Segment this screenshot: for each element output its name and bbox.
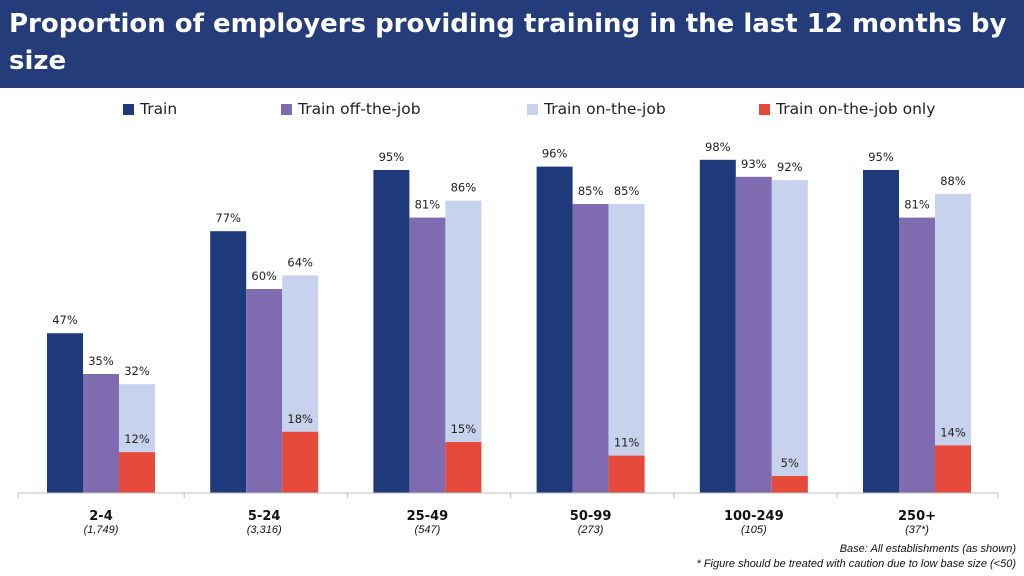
data-label-train-on-the-job-only-25-49: 15% xyxy=(451,422,477,436)
legend-item-train: Train xyxy=(123,100,177,118)
category-base-50-99: (273) xyxy=(578,524,604,536)
data-label-train-on-the-job-only-2-4: 12% xyxy=(124,432,150,446)
data-label-train-250: 95% xyxy=(868,150,894,164)
bar-train-off-the-job-50-99 xyxy=(572,204,609,493)
data-label-train-off-the-job-5-24: 60% xyxy=(251,269,277,283)
legend-swatch-off-the-job xyxy=(281,103,292,115)
bar-train-on-the-job-only-50-99 xyxy=(608,455,645,493)
legend-label-on-the-job-only: Train on-the-job only xyxy=(776,100,936,118)
data-label-train-off-the-job-25-49: 81% xyxy=(415,198,441,212)
data-label-train-off-the-job-250: 81% xyxy=(904,198,930,212)
bar-train-on-the-job-only-5-24 xyxy=(282,431,319,493)
bar-train-100-249 xyxy=(699,159,736,494)
legend-label-on-the-job: Train on-the-job xyxy=(544,100,666,118)
data-label-train-on-the-job-only-50-99: 11% xyxy=(614,436,640,450)
category-base-2-4: (1,749) xyxy=(84,524,119,536)
legend-swatch-on-the-job xyxy=(527,103,538,115)
legend-item-on-the-job: Train on-the-job xyxy=(527,100,666,118)
category-label-50-99: 50-99 xyxy=(570,509,612,524)
legend-swatch-train xyxy=(123,103,134,115)
footnote-base: Base: All establishments (as shown) xyxy=(839,543,1016,555)
bar-train-50-99 xyxy=(536,166,573,493)
category-base-250: (37*) xyxy=(905,524,929,536)
legend: Train Train off-the-job Train on-the-job… xyxy=(0,100,1024,124)
bar-train-on-the-job-100-249 xyxy=(771,180,808,493)
category-label-2-4: 2-4 xyxy=(89,509,113,524)
category-base-100-249: (105) xyxy=(741,524,767,536)
bar-train-on-the-job-250 xyxy=(935,193,971,494)
data-label-train-25-49: 95% xyxy=(379,150,405,164)
category-label-25-49: 25-49 xyxy=(407,509,449,524)
data-label-train-off-the-job-50-99: 85% xyxy=(578,184,604,198)
data-label-train-on-the-job-5-24: 64% xyxy=(287,255,313,269)
legend-label-off-the-job: Train off-the-job xyxy=(298,100,421,118)
bar-train-off-the-job-25-49 xyxy=(409,217,446,493)
bar-train-2-4 xyxy=(47,333,83,493)
data-label-train-5-24: 77% xyxy=(215,211,241,225)
bar-train-on-the-job-only-2-4 xyxy=(119,452,155,493)
title-banner: Proportion of employers providing traini… xyxy=(0,0,1024,88)
legend-swatch-on-the-job-only xyxy=(759,103,770,115)
data-label-train-on-the-job-only-250: 14% xyxy=(940,425,966,439)
data-label-train-50-99: 96% xyxy=(542,147,568,161)
bar-train-on-the-job-only-250 xyxy=(935,445,971,493)
bar-train-250 xyxy=(863,170,899,493)
footnote-caution: * Figure should be treated with caution … xyxy=(696,558,1017,570)
data-label-train-on-the-job-100-249: 92% xyxy=(777,160,803,174)
bar-train-on-the-job-only-100-249 xyxy=(771,476,808,493)
category-base-25-49: (547) xyxy=(415,524,441,536)
bar-train-25-49 xyxy=(373,170,410,493)
chart-title: Proportion of employers providing traini… xyxy=(9,9,1007,76)
bar-train-on-the-job-50-99 xyxy=(608,204,645,493)
category-label-5-24: 5-24 xyxy=(248,509,281,524)
data-label-train-off-the-job-100-249: 93% xyxy=(741,157,767,171)
legend-item-off-the-job: Train off-the-job xyxy=(281,100,421,118)
category-label-250: 250+ xyxy=(898,509,936,524)
data-label-train-on-the-job-only-100-249: 5% xyxy=(781,456,799,470)
data-label-train-on-the-job-only-5-24: 18% xyxy=(287,412,313,426)
bar-train-on-the-job-only-25-49 xyxy=(445,442,482,493)
category-base-5-24: (3,316) xyxy=(247,524,282,536)
data-label-train-on-the-job-25-49: 86% xyxy=(451,181,477,195)
bar-train-off-the-job-5-24 xyxy=(246,289,283,493)
legend-item-on-the-job-only: Train on-the-job only xyxy=(759,100,935,118)
data-label-train-2-4: 47% xyxy=(52,313,78,327)
bar-train-off-the-job-250 xyxy=(899,217,935,493)
bar-train-5-24 xyxy=(210,231,247,493)
data-label-train-on-the-job-50-99: 85% xyxy=(614,184,640,198)
bar-train-off-the-job-100-249 xyxy=(735,176,772,494)
data-label-train-on-the-job-2-4: 32% xyxy=(124,364,150,378)
bar-train-off-the-job-2-4 xyxy=(83,374,119,493)
data-label-train-off-the-job-2-4: 35% xyxy=(88,354,114,368)
category-label-100-249: 100-249 xyxy=(724,509,784,524)
legend-label-train: Train xyxy=(140,100,178,118)
data-label-train-100-249: 98% xyxy=(705,140,731,154)
data-label-train-on-the-job-250: 88% xyxy=(940,174,966,188)
